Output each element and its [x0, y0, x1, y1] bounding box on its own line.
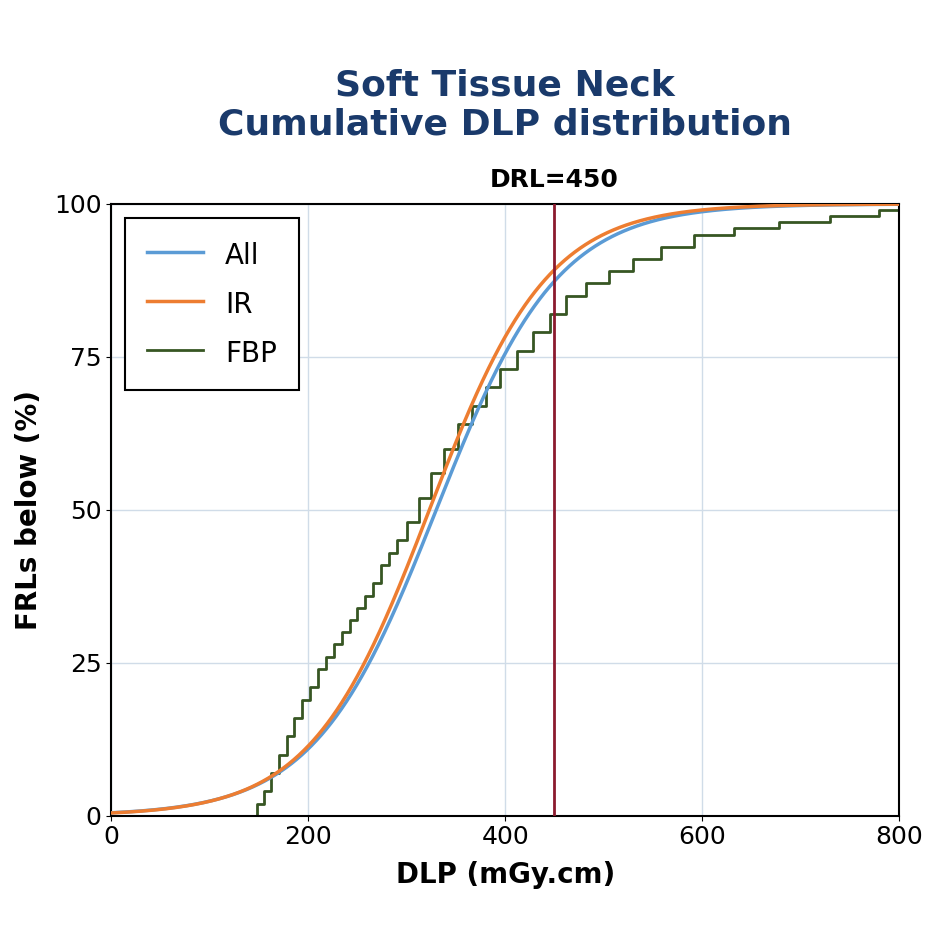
Legend: All, IR, FBP: All, IR, FBP — [125, 218, 299, 390]
Text: DRL=450: DRL=450 — [490, 168, 619, 192]
X-axis label: DLP (mGy.cm): DLP (mGy.cm) — [396, 860, 615, 889]
Y-axis label: FRLs below (%): FRLs below (%) — [15, 390, 43, 629]
Title: Soft Tissue Neck
Cumulative DLP distribution: Soft Tissue Neck Cumulative DLP distribu… — [218, 68, 793, 142]
